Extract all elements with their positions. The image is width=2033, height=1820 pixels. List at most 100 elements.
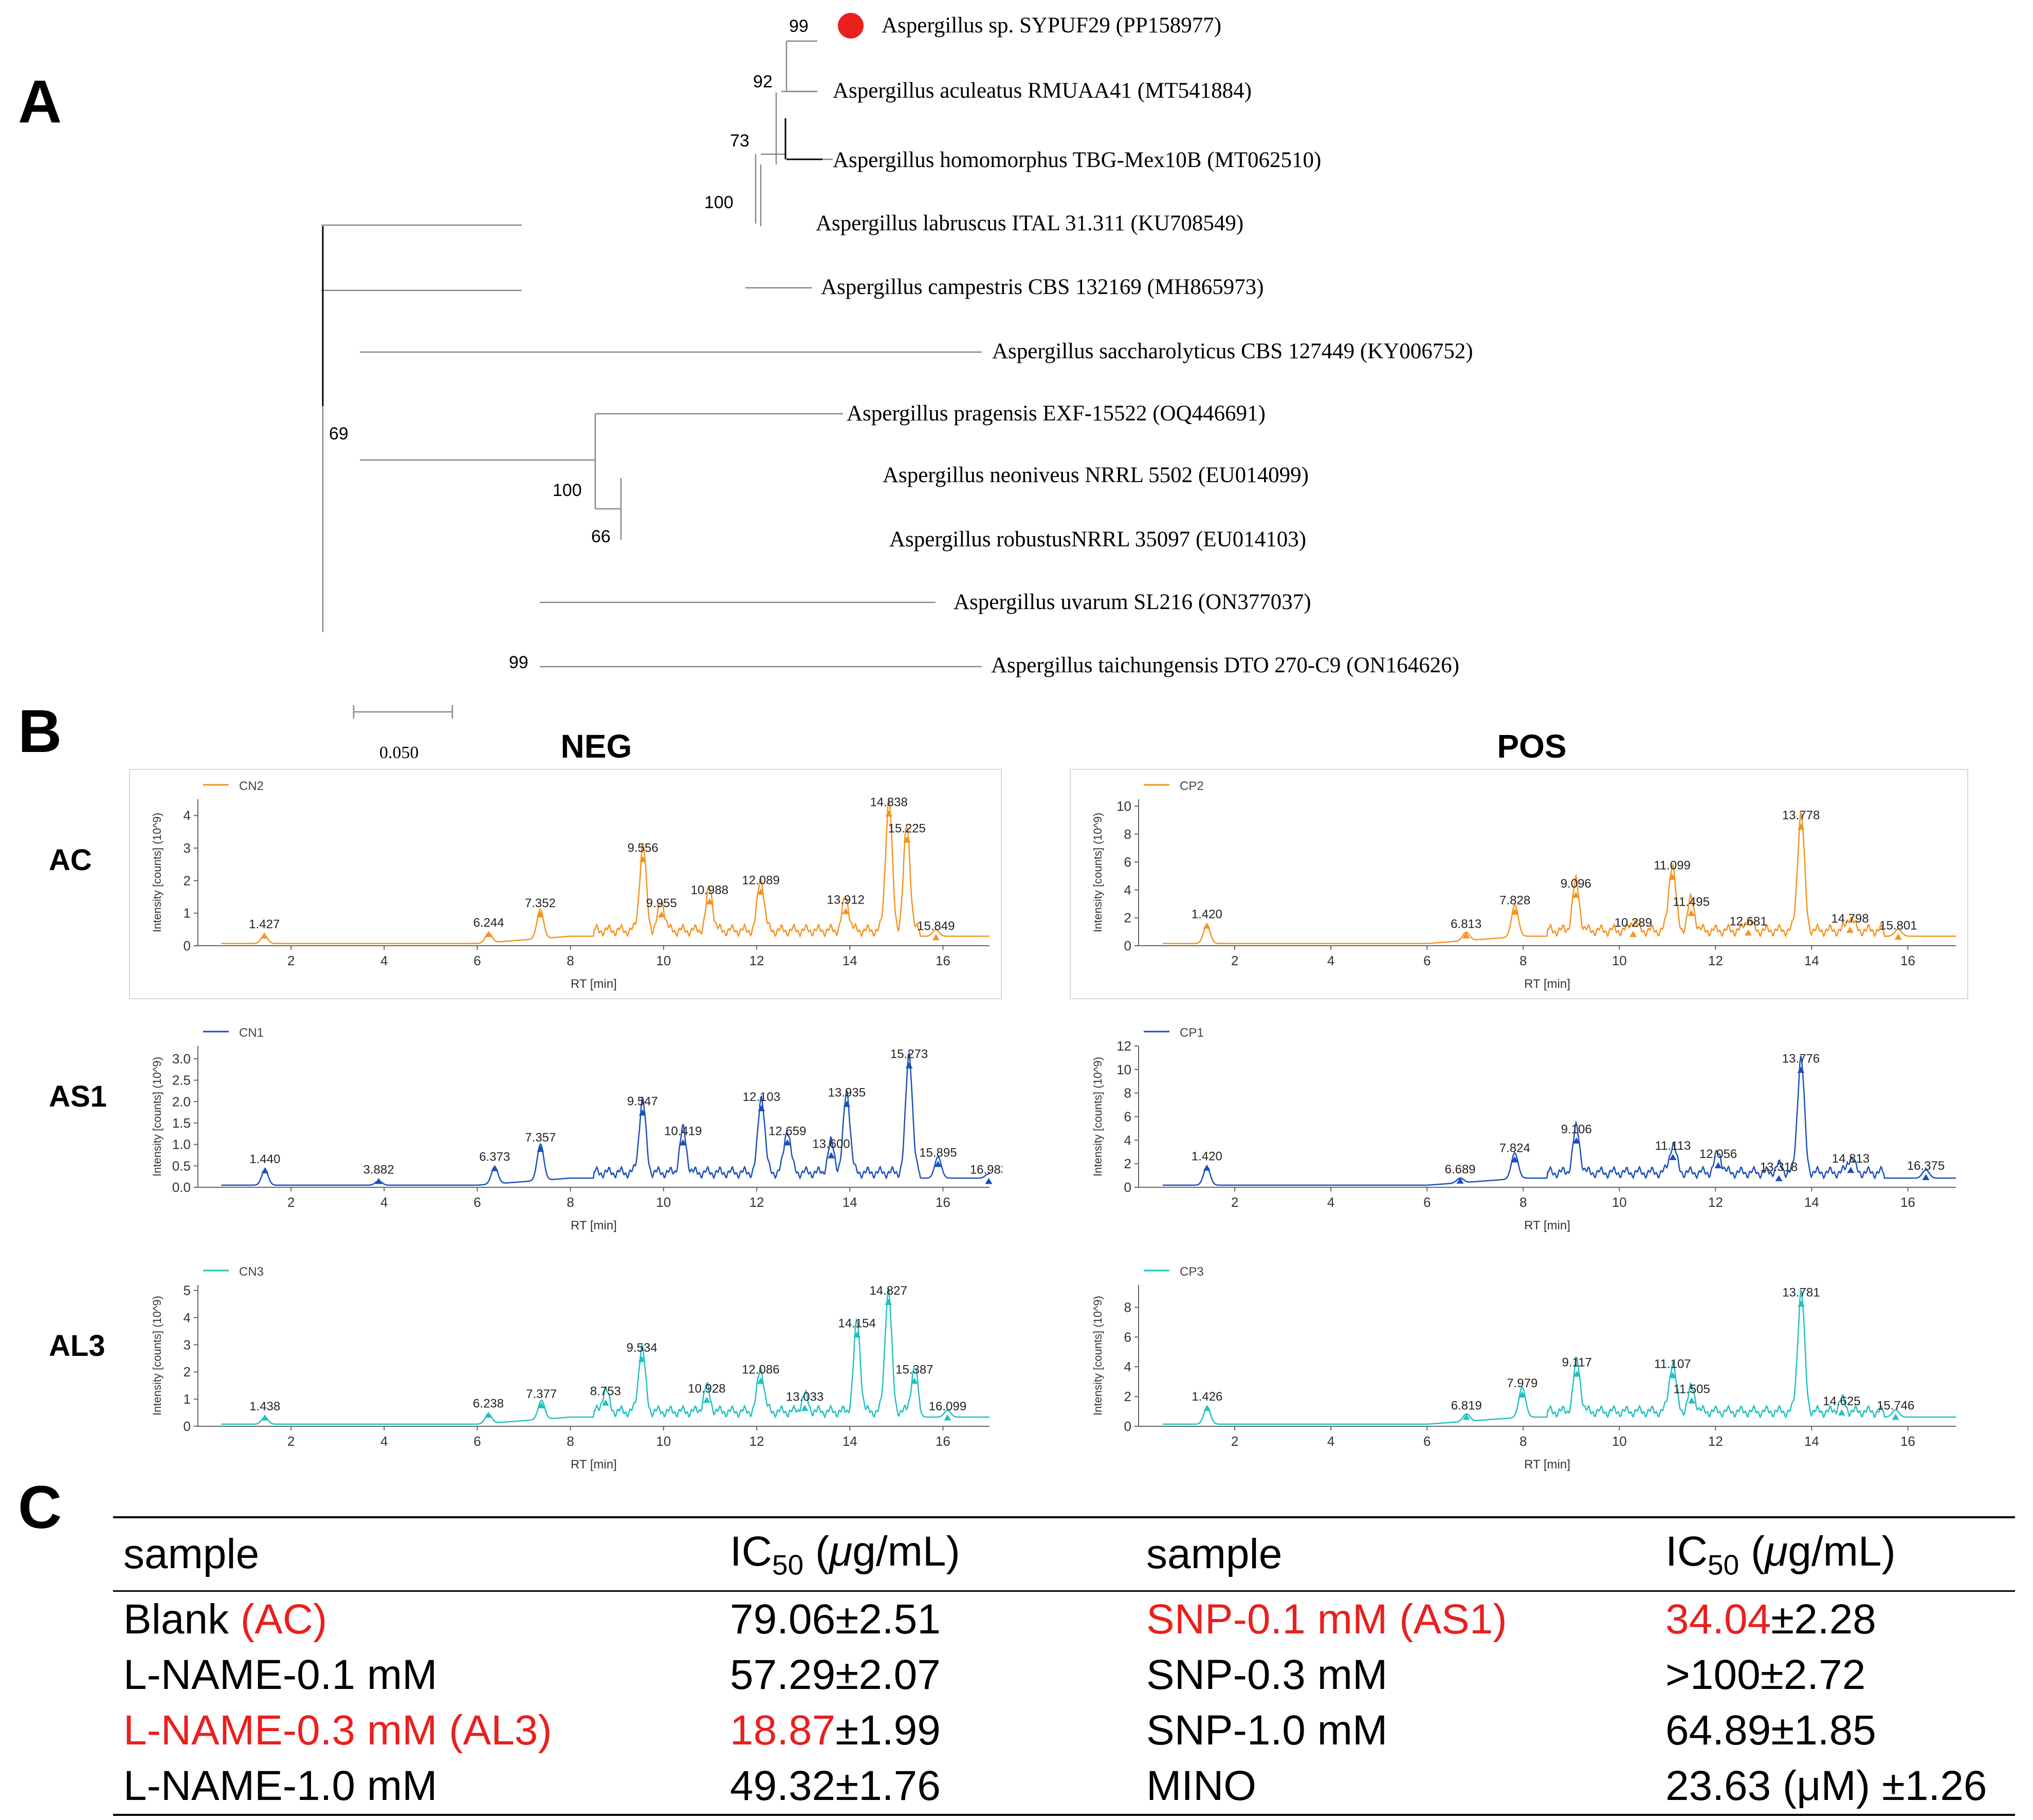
peak-marker [758, 1105, 765, 1111]
peak-label: 1.438 [249, 1400, 280, 1413]
y-axis-label: Intensity [counts] (10^9) [1091, 1296, 1104, 1415]
chromatogram-trace [1162, 1056, 1956, 1186]
y-tick-label: 4 [1124, 1359, 1131, 1374]
chromatogram-pos-ac: CP2 0 2 4 6 8 10 2 4 6 8 10 12 14 16 RT [min] Intensity … [1070, 769, 1968, 999]
peak-marker [1775, 1175, 1783, 1182]
peak-label: 10.289 [1615, 916, 1652, 930]
cell-text: SNP-1.0 mM [1146, 1707, 1388, 1754]
peak-label: 6.373 [479, 1150, 510, 1164]
y-tick-label: 0 [1124, 1180, 1131, 1195]
peak-label: 13.778 [1782, 808, 1820, 822]
cell-text: 49.32±1.76 [730, 1762, 941, 1809]
unit-text: g/mL) [1788, 1528, 1896, 1575]
peak-label: 3.882 [363, 1163, 394, 1177]
chromatogram-trace [221, 1052, 990, 1186]
x-tick-label: 16 [1900, 1433, 1915, 1449]
panel-label-b: B [18, 697, 62, 765]
peak-label: 9.096 [1561, 877, 1591, 891]
peak-marker [843, 1100, 851, 1107]
peak-label: 15.801 [1879, 918, 1917, 932]
peak-marker [485, 1411, 492, 1418]
y-tick-label: 10 [1116, 799, 1131, 814]
y-tick-label: 0 [184, 938, 191, 953]
y-tick-label: 1.5 [172, 1115, 191, 1131]
cell-text: SNP-0.3 mM [1146, 1651, 1388, 1698]
cell-text: 23.63 (μM) ±1.26 [1665, 1762, 1987, 1809]
taxon-label: Aspergillus sp. SYPUF29 (PP158977) [882, 13, 1221, 38]
chart-frame [1070, 769, 1968, 999]
peak-label: 14.813 [1832, 1152, 1870, 1166]
peak-label: 6.689 [1445, 1163, 1476, 1176]
x-axis-label: RT [min] [571, 1458, 617, 1472]
sample-cell: SNP-0.3 mM [1136, 1647, 1655, 1703]
x-tick-label: 4 [380, 953, 388, 968]
chromatogram-trace [221, 799, 990, 944]
y-tick-label: 10 [1116, 1062, 1131, 1077]
peak-label: 16.375 [1907, 1159, 1945, 1173]
x-tick-label: 4 [1327, 953, 1334, 968]
peak-marker [537, 1146, 544, 1152]
peak-marker [985, 1178, 993, 1184]
peak-marker [1511, 1156, 1518, 1163]
bootstrap-value: 99 [509, 653, 528, 672]
x-tick-label: 16 [936, 1194, 950, 1210]
y-tick-label: 4 [184, 1310, 191, 1325]
peak-marker [932, 934, 940, 941]
peak-label: 14.838 [870, 796, 907, 810]
phylogenetic-tree: Aspergillus sp. SYPUF29 (PP158977) Asper… [321, 13, 1473, 762]
header-ic50-1: IC50 (μg/mL) [720, 1517, 1136, 1591]
x-axis-label: RT [min] [1524, 1458, 1570, 1472]
y-tick-label: 2 [1124, 910, 1131, 926]
x-tick-label: 4 [380, 1194, 388, 1210]
x-tick-label: 10 [656, 953, 671, 968]
peak-marker [1894, 933, 1902, 940]
cell-text: MINO [1146, 1762, 1257, 1809]
peak-label: 13.912 [827, 893, 865, 907]
x-tick-label: 2 [1231, 1194, 1238, 1210]
x-tick-label: 8 [1519, 953, 1527, 968]
peak-marker [261, 1167, 269, 1173]
x-tick-label: 4 [380, 1433, 388, 1449]
chromatogram-pos-as1: CP1 0 2 4 6 8 10 12 2 4 6 8 10 12 14 16 RT [min] Intensit… [1091, 1026, 1956, 1233]
cell-text: L-NAME-0.1 mM [123, 1651, 437, 1698]
bootstrap-value: 73 [730, 131, 749, 151]
peak-label: 11.107 [1654, 1357, 1691, 1371]
table-row: L-NAME-0.3 mM (AL3) 18.87±1.99 SNP-1.0 mM 6… [113, 1703, 2015, 1758]
y-tick-label: 5 [184, 1283, 191, 1298]
peak-label: 11.495 [1673, 895, 1710, 909]
x-axis-label: RT [min] [571, 1219, 617, 1233]
x-tick-label: 14 [1804, 953, 1819, 968]
panel-label-c: C [18, 1474, 62, 1541]
y-tick-label: 12 [1116, 1038, 1131, 1054]
peak-label: 7.828 [1499, 894, 1530, 908]
peak-marker [885, 810, 893, 817]
sample-cell: L-NAME-0.1 mM [113, 1647, 720, 1703]
peak-marker [944, 1414, 951, 1421]
taxon-label: Aspergillus aculeatus RMUAA41 (MT541884) [833, 79, 1252, 103]
x-tick-label: 10 [1612, 1433, 1627, 1449]
y-tick-label: 2 [1124, 1389, 1131, 1404]
legend-label: CP3 [1180, 1265, 1204, 1279]
taxon-label: Aspergillus labruscus ITAL 31.311 (KU708… [816, 211, 1243, 235]
peak-marker [638, 1109, 646, 1116]
table-row: L-NAME-0.1 mM 57.29±2.07 SNP-0.3 mM >100±2.… [113, 1647, 2015, 1703]
peak-marker [1838, 1409, 1845, 1415]
unit-text: g/mL) [852, 1528, 960, 1575]
y-tick-label: 4 [184, 808, 191, 823]
peak-marker [1518, 1391, 1526, 1398]
x-tick-label: 14 [1804, 1433, 1819, 1449]
y-tick-label: 0.0 [172, 1180, 191, 1195]
peak-label: 7.979 [1507, 1376, 1537, 1390]
x-tick-label: 4 [1327, 1194, 1334, 1210]
x-tick-label: 10 [656, 1433, 671, 1449]
header-sample-2: sample [1146, 1531, 1283, 1577]
peak-label: 11.505 [1673, 1383, 1710, 1396]
cell-text: >100±2.72 [1665, 1651, 1866, 1698]
y-axis-label: Intensity [counts] (10^9) [151, 1057, 163, 1176]
peak-label: 14.154 [838, 1316, 875, 1330]
peak-marker [638, 1356, 646, 1363]
peak-marker [657, 911, 665, 917]
x-tick-label: 6 [1423, 953, 1431, 968]
ic50-cell: 49.32±1.76 [720, 1758, 1136, 1815]
peak-label: 11.113 [1655, 1139, 1691, 1153]
